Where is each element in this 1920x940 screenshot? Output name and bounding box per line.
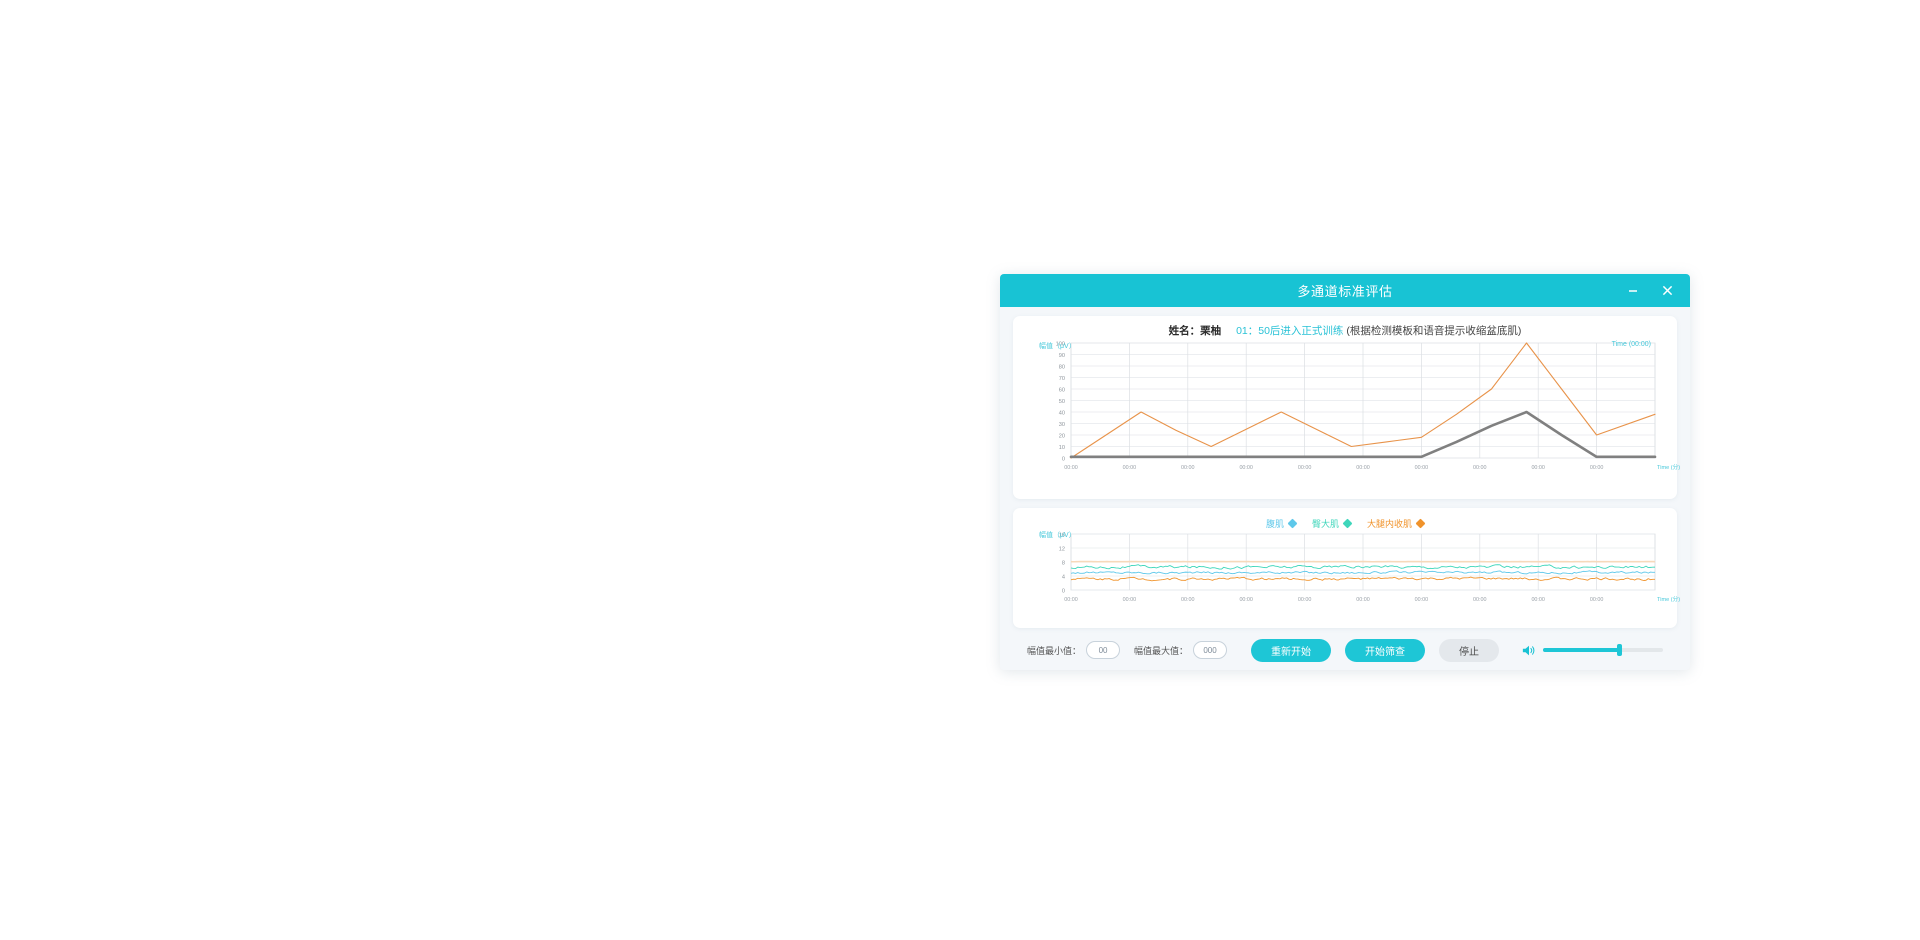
window-title: 多通道标准评估 xyxy=(1297,284,1393,299)
min-amplitude-field: 幅值最小值： 00 xyxy=(1027,641,1121,659)
svg-text:00:00: 00:00 xyxy=(1590,597,1604,603)
svg-text:00:00: 00:00 xyxy=(1239,597,1253,603)
svg-text:00:00: 00:00 xyxy=(1473,597,1487,603)
svg-text:00:00: 00:00 xyxy=(1064,597,1078,603)
restart-button[interactable]: 重新开始 xyxy=(1251,638,1332,662)
volume-slider-fill xyxy=(1543,648,1619,652)
svg-text:00:00: 00:00 xyxy=(1123,465,1137,471)
svg-text:00:00: 00:00 xyxy=(1064,465,1078,471)
svg-text:70: 70 xyxy=(1059,376,1065,382)
max-amplitude-label: 幅值最大值： xyxy=(1134,645,1189,656)
legend-label-1: 臀大肌 xyxy=(1311,518,1339,529)
title-bar: 多通道标准评估 xyxy=(1000,274,1690,307)
svg-text:00:00: 00:00 xyxy=(1123,597,1137,603)
svg-text:16: 16 xyxy=(1059,533,1065,539)
window-body: 姓名：栗柚 01：50后进入正式训练 (根据检测模板和语音提示收缩盆底肌) 幅值… xyxy=(1000,307,1690,670)
svg-text:90: 90 xyxy=(1059,353,1065,359)
legend-item-0: 腹肌 xyxy=(1265,517,1298,530)
svg-text:00:00: 00:00 xyxy=(1181,465,1195,471)
svg-text:30: 30 xyxy=(1059,422,1065,428)
svg-text:00:00: 00:00 xyxy=(1473,465,1487,471)
training-hint-text: (根据检测模板和语音提示收缩盆底肌) xyxy=(1346,325,1522,337)
emg-chart-card: 腹肌 臀大肌 大腿内收肌 幅值（μV） 0 4 8 12 16 00:00 00:00 00:… xyxy=(1013,508,1680,628)
svg-text:00:00: 00:00 xyxy=(1181,597,1195,603)
svg-text:00:00: 00:00 xyxy=(1239,465,1253,471)
svg-text:4: 4 xyxy=(1062,575,1065,581)
top-y-axis-label: 幅值（μV） xyxy=(1039,343,1076,350)
volume-slider[interactable] xyxy=(1543,644,1663,656)
min-amplitude-label: 幅值最小值： xyxy=(1027,645,1082,656)
legend-label-0: 腹肌 xyxy=(1265,518,1284,529)
name-value: 栗柚 xyxy=(1200,325,1222,337)
template-chart-svg: 0 10 20 30 40 50 60 70 80 90 100 00:00 00:00 00:00 00:… xyxy=(1056,342,1681,471)
svg-text:100: 100 xyxy=(1056,342,1065,348)
legend-item-1: 臀大肌 xyxy=(1311,517,1353,530)
svg-text:8: 8 xyxy=(1062,561,1065,567)
svg-text:00:00: 00:00 xyxy=(1415,597,1429,603)
svg-text:12: 12 xyxy=(1059,547,1065,553)
template-chart-card: 姓名：栗柚 01：50后进入正式训练 (根据检测模板和语音提示收缩盆底肌) 幅值… xyxy=(1013,316,1680,499)
minimize-button[interactable] xyxy=(1618,278,1648,304)
close-icon xyxy=(1662,285,1672,296)
emg-chart-svg: 0 4 8 12 16 00:00 00:00 00:00 00:00 00:00 00:00 00:… xyxy=(1059,533,1680,603)
svg-text:Time (分): Time (分) xyxy=(1657,463,1680,471)
svg-text:0: 0 xyxy=(1062,589,1065,595)
svg-text:Time (分): Time (分) xyxy=(1657,595,1680,603)
legend-item-2: 大腿内收肌 xyxy=(1367,517,1426,530)
svg-text:00:00: 00:00 xyxy=(1298,597,1312,603)
window-controls xyxy=(1618,274,1682,307)
svg-text:10: 10 xyxy=(1059,445,1065,451)
close-button[interactable] xyxy=(1652,278,1682,304)
name-label: 姓名： xyxy=(1168,325,1201,337)
svg-text:00:00: 00:00 xyxy=(1531,465,1545,471)
svg-text:00:00: 00:00 xyxy=(1356,597,1370,603)
control-bar: 幅值最小值： 00 幅值最大值： 000 重新开始 开始筛查 停止 xyxy=(1013,628,1677,670)
emg-plot: 幅值（μV） 0 4 8 12 16 00:00 00:00 00:00 00:00 00:00 0… xyxy=(1025,530,1680,608)
template-plot: 幅值（μV） Time (00:00) 0 10 20 30 40 50 60 70 80 90 1… xyxy=(1025,339,1680,476)
app-window: 多通道标准评估 姓名：栗柚 xyxy=(1000,274,1690,670)
svg-text:50: 50 xyxy=(1059,399,1065,405)
minimize-icon xyxy=(1629,289,1637,292)
min-amplitude-input[interactable]: 00 xyxy=(1086,641,1121,659)
svg-text:20: 20 xyxy=(1059,434,1065,440)
svg-text:00:00: 00:00 xyxy=(1298,465,1312,471)
top-time-label: Time (00:00) xyxy=(1611,341,1651,348)
svg-text:80: 80 xyxy=(1059,365,1065,371)
volume-control xyxy=(1522,644,1663,657)
svg-text:40: 40 xyxy=(1059,411,1065,417)
max-amplitude-field: 幅值最大值： 000 xyxy=(1134,641,1228,659)
svg-text:00:00: 00:00 xyxy=(1531,597,1545,603)
bottom-y-axis-label: 幅值（μV） xyxy=(1039,532,1076,539)
legend-dot-2 xyxy=(1415,518,1426,528)
legend-label-2: 大腿内收肌 xyxy=(1367,518,1413,529)
max-amplitude-input[interactable]: 000 xyxy=(1193,641,1228,659)
volume-slider-handle[interactable] xyxy=(1616,644,1622,656)
start-screening-button[interactable]: 开始筛查 xyxy=(1345,638,1426,662)
legend-dot-1 xyxy=(1342,518,1353,528)
emg-legend: 腹肌 臀大肌 大腿内收肌 xyxy=(1025,516,1665,530)
svg-text:0: 0 xyxy=(1062,457,1065,463)
speaker-icon[interactable] xyxy=(1522,644,1536,657)
svg-text:60: 60 xyxy=(1059,388,1065,394)
training-step-text: 01：50后进入正式训练 xyxy=(1236,325,1344,337)
svg-text:00:00: 00:00 xyxy=(1356,465,1370,471)
stop-button[interactable]: 停止 xyxy=(1439,638,1500,662)
patient-header: 姓名：栗柚 01：50后进入正式训练 (根据检测模板和语音提示收缩盆底肌) xyxy=(1025,324,1665,339)
svg-text:00:00: 00:00 xyxy=(1590,465,1604,471)
legend-dot-0 xyxy=(1287,518,1298,528)
svg-text:00:00: 00:00 xyxy=(1415,465,1429,471)
